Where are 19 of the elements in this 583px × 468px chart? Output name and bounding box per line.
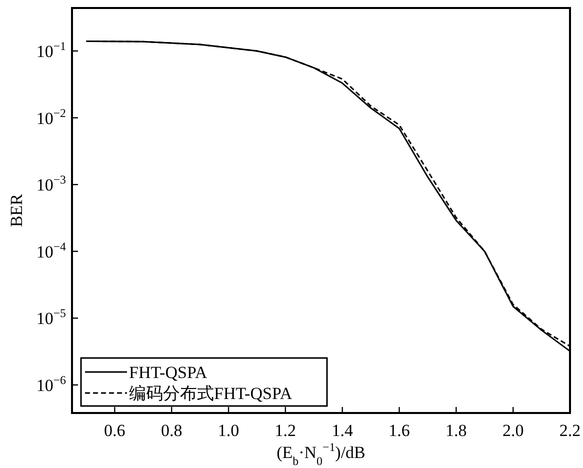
y-axis-title: BER <box>7 193 26 228</box>
x-tick-label: 1.8 <box>446 421 467 440</box>
x-tick-label: 0.8 <box>160 421 182 440</box>
x-tick-label: 1.4 <box>332 421 354 440</box>
y-tick-label: 10$^{−4}$ <box>36 239 66 262</box>
y-tick-label: 10$^{−3}$ <box>36 172 66 195</box>
legend-label: 编码分布式FHT-QSPA <box>129 384 293 403</box>
x-tick-label: 0.6 <box>104 421 126 440</box>
x-tick-label: 1.2 <box>274 421 296 440</box>
x-tick-label: 2.0 <box>502 421 524 440</box>
legend-label: FHT-QSPA <box>129 363 208 382</box>
x-tick-label: 2.2 <box>559 421 581 440</box>
y-tick-label: 10$^{−6}$ <box>36 372 66 395</box>
x-axis-title: (E$_{b}$·N$_{0}$$^{−1}$)/dB <box>276 440 366 468</box>
y-tick-label: 10$^{−5}$ <box>36 306 66 328</box>
y-tick-label: 10$^{−1}$ <box>36 38 66 61</box>
x-tick-label: 1.6 <box>388 421 410 440</box>
x-tick-label: 1.0 <box>218 421 240 440</box>
y-tick-label: 10$^{−2}$ <box>36 106 66 128</box>
